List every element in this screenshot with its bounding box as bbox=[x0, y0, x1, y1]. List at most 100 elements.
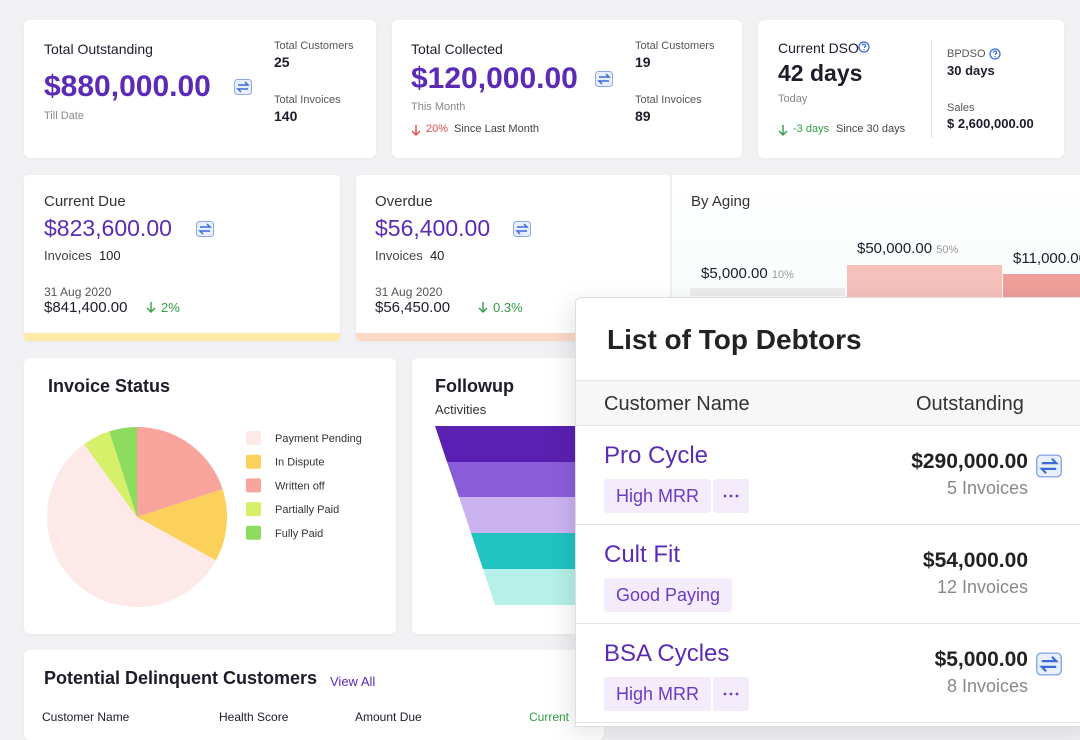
card: Total Collected $120,000.00 This Month 2… bbox=[392, 20, 742, 158]
label: Total Invoices bbox=[635, 94, 702, 106]
aging-amount: $5,000.00 10% bbox=[701, 265, 794, 282]
debtor-row: Pro Cycle High MRR $290,000.00 5 Invoices bbox=[576, 426, 1080, 525]
card-title: Total Collected bbox=[411, 41, 503, 57]
amount: $823,600.00 bbox=[44, 215, 172, 241]
value: 30 days bbox=[947, 63, 995, 78]
swap-icon[interactable] bbox=[513, 221, 531, 237]
legend-swatch bbox=[246, 454, 261, 469]
customer-name[interactable]: Pro Cycle bbox=[604, 442, 709, 469]
swap-icon[interactable] bbox=[1036, 454, 1062, 478]
legend-label: Payment Pending bbox=[275, 433, 362, 445]
aging-bar bbox=[690, 288, 845, 296]
card-title: By Aging bbox=[691, 193, 751, 210]
funnel-layer bbox=[471, 533, 609, 569]
swap-icon[interactable] bbox=[234, 79, 252, 95]
card: Total Outstanding $880,000.00 Till Date … bbox=[24, 20, 376, 158]
label: Invoices bbox=[375, 248, 423, 263]
column-header: Customer Name bbox=[604, 393, 750, 415]
icon bbox=[1037, 455, 1062, 477]
column-header: Customer Name bbox=[42, 710, 130, 724]
help-icon[interactable] bbox=[858, 41, 870, 53]
card: Current DSO 42 days Today -3 days Since … bbox=[758, 20, 1064, 158]
tag: Good Paying bbox=[604, 578, 733, 612]
card-title: Current Due bbox=[44, 193, 126, 210]
label: Invoices 40 bbox=[375, 248, 444, 263]
dot bbox=[729, 692, 733, 696]
swap-icon[interactable] bbox=[196, 221, 214, 237]
value: 89 bbox=[635, 108, 651, 124]
debtor-row: Cult Fit Good Paying $54,000.00 12 Invoices bbox=[576, 525, 1080, 624]
swap-icon[interactable] bbox=[1036, 652, 1062, 676]
dot bbox=[729, 494, 733, 498]
change: -3 days bbox=[793, 123, 830, 135]
card-title: Invoice Status bbox=[48, 376, 171, 396]
legend-label: Fully Paid bbox=[275, 528, 323, 540]
value: 25 bbox=[274, 54, 290, 70]
legend-swatch bbox=[246, 478, 261, 493]
pie-slice bbox=[46, 444, 216, 607]
amount: $120,000.00 bbox=[411, 62, 578, 95]
more-button[interactable] bbox=[713, 677, 749, 711]
dot bbox=[735, 494, 739, 498]
label: Sales bbox=[947, 102, 975, 114]
card: Current Due $823,600.00 Invoices 100 31 … bbox=[24, 175, 340, 341]
legend-label: Written off bbox=[275, 480, 326, 492]
customer-name[interactable]: BSA Cycles bbox=[604, 640, 730, 667]
share: 50% bbox=[936, 244, 959, 256]
legend-swatch bbox=[246, 525, 261, 540]
card: Overdue $56,400.00 Invoices 40 31 Aug 20… bbox=[356, 175, 670, 341]
dot bbox=[735, 692, 739, 696]
legend-label: Partially Paid bbox=[275, 504, 339, 516]
aging-bar bbox=[847, 265, 1002, 297]
prev-amount: $841,400.00 bbox=[44, 299, 128, 316]
swap-icon[interactable] bbox=[595, 71, 613, 87]
divider bbox=[931, 40, 932, 138]
more-button[interactable] bbox=[713, 479, 749, 513]
label: Total Invoices bbox=[274, 94, 341, 106]
value: $ 2,600,000.00 bbox=[947, 116, 1034, 131]
subtitle: Activities bbox=[435, 402, 487, 417]
debtor-row: BSA Cycles High MRR $5,000.00 8 Invoices bbox=[576, 624, 1080, 723]
label: Total Customers bbox=[635, 40, 715, 52]
invoice-count: 8 Invoices bbox=[946, 676, 1028, 696]
value: 100 bbox=[98, 248, 121, 263]
status-bar bbox=[356, 333, 670, 341]
dot bbox=[723, 494, 727, 498]
panel-title: List of Top Debtors bbox=[607, 324, 862, 355]
amount: $5,000.00 bbox=[701, 265, 768, 282]
icon bbox=[1037, 653, 1062, 675]
legend-label: In Dispute bbox=[275, 457, 325, 469]
value: 19 bbox=[635, 54, 651, 70]
down-arrow bbox=[411, 124, 421, 136]
label: Total Customers bbox=[274, 40, 354, 52]
legend-swatch bbox=[246, 502, 261, 517]
column-header: Amount Due bbox=[355, 710, 422, 724]
down-arrow bbox=[778, 124, 788, 136]
value: 140 bbox=[274, 108, 298, 124]
legend-swatch bbox=[246, 431, 261, 445]
column-header: Outstanding bbox=[916, 393, 1024, 415]
card-title: Current DSO bbox=[778, 40, 859, 56]
label: BPDSO bbox=[947, 48, 986, 60]
dashboard: Total Outstanding $880,000.00 Till Date … bbox=[24, 20, 1080, 740]
invoice-count: 12 Invoices bbox=[936, 577, 1028, 597]
amount: $880,000.00 bbox=[44, 70, 211, 103]
value: 42 days bbox=[778, 60, 863, 86]
label: Invoices 100 bbox=[44, 248, 121, 263]
help-icon[interactable] bbox=[989, 48, 1001, 60]
view-all-link[interactable]: View All bbox=[330, 674, 376, 689]
customer-name[interactable]: Cult Fit bbox=[604, 541, 681, 568]
pie-slice bbox=[137, 489, 227, 561]
card: Potential Delinquent Customers View All … bbox=[24, 650, 604, 740]
top-debtors-panel: List of Top Debtors Customer Name Outsta… bbox=[575, 297, 1080, 727]
card-title: Overdue bbox=[375, 193, 433, 210]
change: 20% bbox=[426, 123, 449, 135]
amount: $50,000.00 bbox=[857, 240, 933, 257]
label: Invoices bbox=[44, 248, 92, 263]
dot bbox=[723, 692, 727, 696]
note: Today bbox=[778, 93, 808, 105]
value: 40 bbox=[429, 248, 445, 263]
funnel-layer bbox=[483, 569, 597, 605]
date: 31 Aug 2020 bbox=[44, 285, 112, 299]
note: Till Date bbox=[44, 110, 84, 122]
